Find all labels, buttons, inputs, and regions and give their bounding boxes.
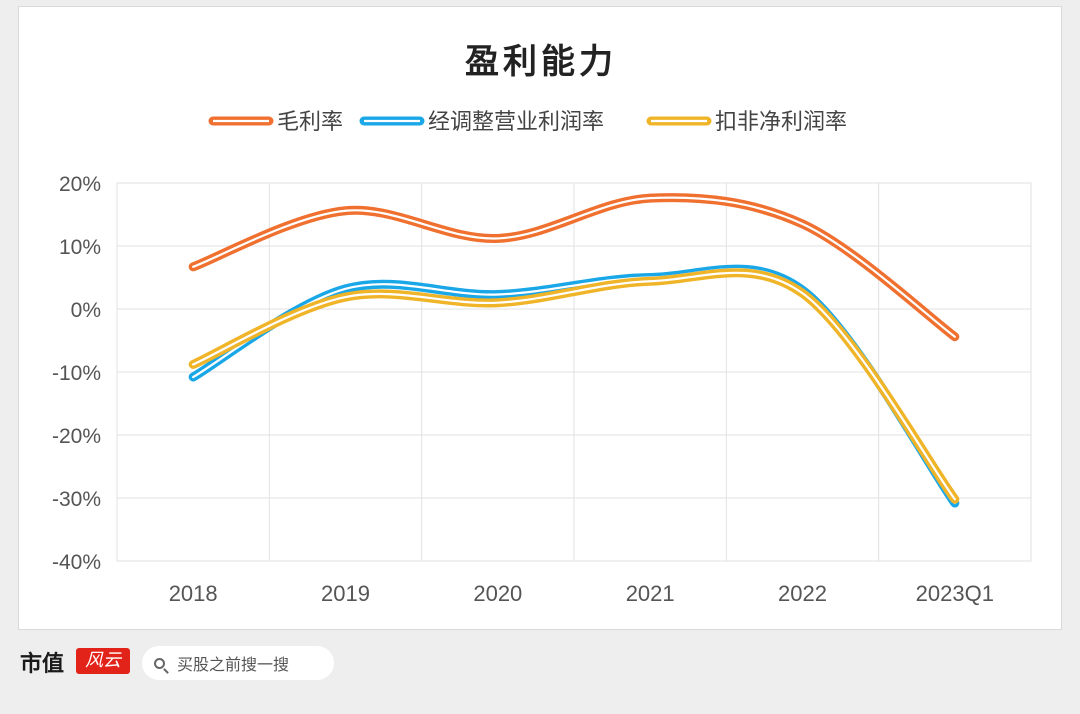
legend-item-2: 扣非净利润率: [646, 110, 847, 135]
x-tick-label: 2018: [169, 581, 218, 606]
chart-title: 盈利能力: [465, 42, 617, 82]
y-axis: 20% 10% 0% -10% -20% -30% -40%: [52, 173, 101, 574]
series-line-2: [188, 268, 960, 504]
legend-label: 扣非净利润率: [715, 110, 847, 135]
y-tick-label: -30%: [52, 488, 101, 511]
y-tick-label: -10%: [52, 362, 101, 385]
chart-card: 盈利能力 毛利率 经调整营业利润率 扣非净利润率 20% 10% 0% -10% -20% -…: [18, 6, 1062, 630]
profitability-line-chart: 盈利能力 毛利率 经调整营业利润率 扣非净利润率 20% 10% 0% -10% -20% -…: [52, 42, 1032, 606]
x-tick-label: 2019: [321, 581, 370, 606]
x-axis: 2018 2019 2020 2021 2022 2023Q1: [169, 581, 994, 606]
brand-name: 市值: [20, 651, 65, 677]
search-placeholder: 买股之前搜一搜: [177, 655, 290, 674]
series-line-inner: [192, 271, 956, 501]
search-box[interactable]: 买股之前搜一搜: [142, 646, 334, 680]
legend-label: 经调整营业利润率: [428, 110, 604, 135]
x-tick-label: 2021: [626, 581, 675, 606]
chart-series: [188, 193, 960, 508]
chart-grid: [116, 182, 1032, 562]
y-tick-label: -40%: [52, 551, 101, 574]
chart-legend: 毛利率 经调整营业利润率 扣非净利润率: [208, 110, 847, 135]
x-tick-label: 2022: [778, 581, 827, 606]
series-line-0: [188, 193, 960, 342]
y-tick-label: 0%: [71, 299, 101, 322]
legend-label: 毛利率: [277, 110, 343, 135]
x-tick-label: 2020: [473, 581, 522, 606]
y-tick-label: 20%: [59, 173, 101, 196]
brand-bar: 市值 风云 买股之前搜一搜: [0, 636, 1080, 714]
brand-stamp-logo: 风云: [76, 648, 130, 674]
y-tick-label: -20%: [52, 425, 101, 448]
series-line-inner: [192, 196, 956, 338]
x-tick-label: 2023Q1: [916, 581, 994, 606]
search-icon: [154, 657, 165, 669]
legend-item-0: 毛利率: [208, 110, 343, 135]
y-tick-label: 10%: [59, 236, 101, 259]
legend-item-1: 经调整营业利润率: [359, 110, 604, 135]
